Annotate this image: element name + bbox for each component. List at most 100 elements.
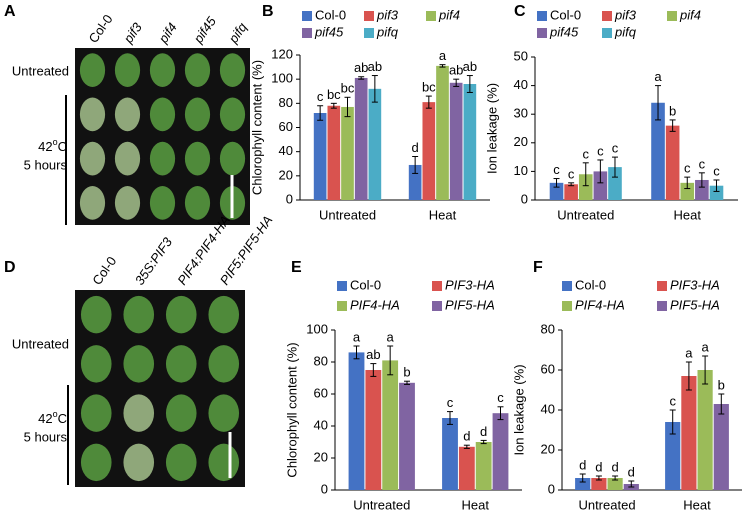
column-label: Col-0 [85, 12, 115, 46]
y-tick-label: 0 [321, 481, 328, 496]
panel-label: F [533, 259, 543, 276]
legend-label: Col-0 [350, 277, 381, 292]
legend-swatch [667, 11, 677, 21]
x-tick-label: Untreated [578, 497, 635, 512]
bar [368, 88, 382, 200]
legend-swatch [302, 11, 312, 21]
error-bar [669, 409, 676, 435]
bar [697, 370, 713, 490]
leaf [80, 394, 112, 432]
significance-letter: bc [341, 81, 355, 96]
legend-swatch [657, 281, 667, 291]
legend-label: PIF5-HA [670, 297, 720, 312]
row-label: Untreated [12, 336, 69, 351]
bar [492, 413, 509, 490]
significance-letter: c [597, 143, 604, 158]
x-tick-label: Untreated [319, 207, 376, 222]
y-tick-label: 40 [314, 417, 328, 432]
legend-label: pif3 [376, 7, 399, 22]
row-label: 5 hours [24, 157, 68, 172]
panel-label: A [4, 3, 16, 20]
y-tick-label: 40 [514, 77, 528, 92]
legend-label: pif4 [679, 7, 701, 22]
legend-swatch [602, 28, 612, 38]
leaf [165, 345, 197, 383]
bar [449, 82, 463, 200]
significance-letter: d [480, 424, 487, 439]
bar [695, 179, 709, 200]
significance-letter: c [684, 161, 691, 176]
leaf [219, 53, 246, 87]
y-tick-label: 60 [314, 385, 328, 400]
leaf [114, 186, 141, 220]
error-bar [439, 64, 446, 68]
error-bar [553, 178, 560, 188]
bar [713, 404, 729, 490]
leaf [149, 186, 176, 220]
error-bar [453, 78, 460, 87]
bar [607, 478, 623, 490]
y-tick-label: 40 [279, 143, 293, 158]
x-tick-label: Heat [429, 207, 457, 222]
temp-unit: C [58, 139, 67, 154]
bar [665, 125, 680, 200]
significance-letter: b [669, 103, 676, 118]
error-bar [702, 355, 709, 385]
y-tick-label: 20 [541, 441, 555, 456]
y-tick-label: 10 [514, 163, 528, 178]
significance-letter: d [595, 459, 602, 474]
significance-letter: a [439, 48, 447, 63]
y-tick-label: 60 [279, 119, 293, 134]
y-axis-label: Chlorophyll content (%) [249, 60, 264, 195]
legend-label: PIF5-HA [445, 297, 495, 312]
error-bar [466, 75, 473, 93]
leaf [208, 443, 240, 482]
bar [651, 102, 665, 200]
y-tick-label: 0 [521, 191, 528, 206]
leaf [80, 295, 112, 334]
leaf [79, 141, 106, 176]
row-label: 42oC [38, 137, 67, 154]
y-tick-label: 30 [514, 106, 528, 121]
row-label: 5 hours [24, 429, 68, 444]
significance-letter: a [353, 329, 361, 344]
y-tick-label: 80 [541, 321, 555, 336]
leaf [123, 394, 155, 432]
column-label: 35S:PIF3 [132, 234, 176, 288]
leaf [219, 141, 246, 176]
error-bar [425, 95, 432, 109]
legend-swatch [364, 11, 374, 21]
significance-letter: d [463, 429, 470, 444]
panel-label: C [514, 3, 526, 20]
error-bar [718, 393, 725, 415]
error-bar [595, 475, 602, 481]
error-bar [612, 475, 619, 481]
leaf [149, 53, 176, 87]
y-tick-label: 60 [541, 361, 555, 376]
column-label: pif3 [120, 19, 145, 46]
column-label: pif4 [155, 20, 180, 47]
error-bar [685, 361, 692, 391]
error-bar [568, 182, 575, 187]
significance-letter: d [611, 459, 618, 474]
error-bar [371, 75, 378, 103]
panel-label: B [262, 3, 274, 20]
significance-letter: c [583, 146, 590, 161]
bar [458, 446, 475, 490]
error-bar [344, 96, 351, 118]
temp-sup: o [53, 137, 58, 147]
y-tick-label: 120 [271, 46, 293, 61]
significance-letter: c [699, 156, 706, 171]
y-tick-label: 100 [271, 71, 293, 86]
bar [313, 113, 327, 200]
row-label: Untreated [12, 63, 69, 78]
bar [608, 167, 622, 200]
significance-letter: a [685, 345, 693, 360]
legend-swatch [337, 301, 347, 311]
legend-swatch [562, 301, 572, 311]
leaf [114, 53, 141, 87]
error-bar [713, 179, 720, 192]
leaf [79, 53, 106, 87]
legend-label: pif4 [438, 7, 460, 22]
leaf [80, 345, 112, 383]
